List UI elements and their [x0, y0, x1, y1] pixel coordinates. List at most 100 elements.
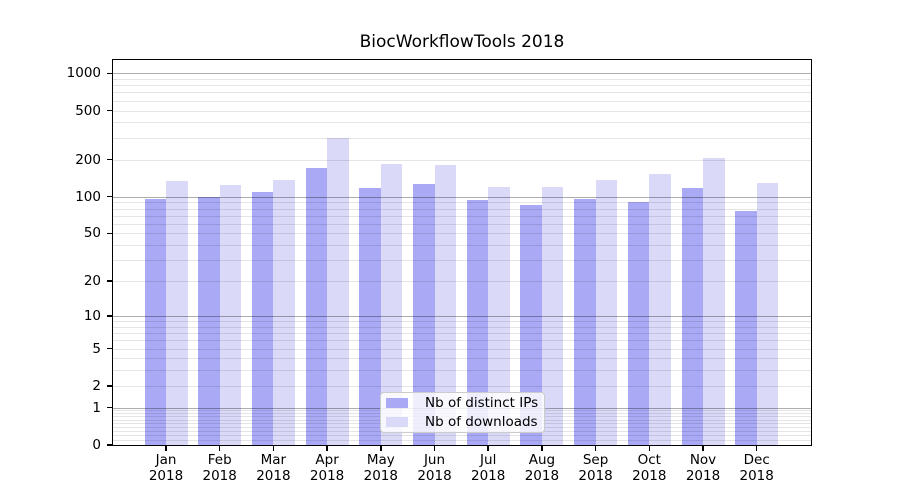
- bar-downloads-jan-2018: [166, 181, 188, 445]
- bar-ips-nov-2018: [681, 188, 703, 445]
- x-tick-label: Aug 2018: [502, 452, 582, 484]
- x-tick-month: Feb: [207, 452, 232, 468]
- x-tick-mark: [165, 446, 167, 451]
- bar-ips-jul-2018: [466, 199, 489, 445]
- x-tick-label: Jul 2018: [448, 452, 528, 484]
- bar-downloads-nov-2018: [703, 157, 725, 445]
- y-tick-mark: [107, 385, 113, 387]
- bar-downloads-aug-2018: [541, 186, 564, 445]
- x-tick-year: 2018: [685, 468, 721, 484]
- chart-title: BiocWorkflowTools 2018: [359, 32, 565, 52]
- y-tick-mark: [107, 406, 113, 409]
- gridline-minor: [113, 202, 811, 204]
- gridline-minor: [113, 260, 811, 262]
- y-tick-label: 50: [83, 225, 101, 242]
- gridline-major: [113, 196, 811, 198]
- legend: Nb of distinct IPs Nb of downloads: [380, 392, 545, 433]
- y-tick-label: 20: [83, 273, 101, 290]
- x-tick-mark: [702, 446, 704, 451]
- y-tick-mark: [107, 315, 113, 317]
- y-tick-label: 5: [92, 340, 101, 357]
- x-tick-month: Sep: [582, 452, 609, 468]
- gridline-minor: [113, 281, 811, 283]
- gridline-minor: [113, 333, 811, 335]
- bar-downloads-jun-2018: [434, 164, 456, 445]
- x-tick-mark: [272, 446, 275, 451]
- legend-item-downloads: Nb of downloads: [386, 415, 544, 429]
- x-tick-mark: [648, 446, 651, 451]
- gridline-minor: [113, 321, 811, 323]
- x-tick-mark: [433, 446, 436, 451]
- y-tick-label: 500: [75, 102, 101, 119]
- x-tick-label: Apr 2018: [287, 452, 367, 484]
- bar-downloads-mar-2018: [273, 179, 295, 445]
- legend-swatch-downloads: [386, 417, 408, 427]
- y-tick-mark: [107, 109, 113, 112]
- legend-item-ips: Nb of distinct IPs: [386, 396, 544, 410]
- x-tick-label: Oct 2018: [609, 452, 689, 484]
- bar-ips-aug-2018: [520, 205, 542, 445]
- gridline-major: [113, 315, 811, 317]
- bar-downloads-feb-2018: [219, 185, 242, 445]
- x-tick-label: Mar 2018: [233, 452, 313, 484]
- gridline-minor: [113, 340, 811, 342]
- x-tick-mark: [218, 446, 221, 451]
- bar-downloads-oct-2018: [649, 173, 671, 445]
- bar-ips-jun-2018: [413, 183, 435, 445]
- gridline-major: [113, 73, 811, 75]
- x-tick-mark: [326, 446, 328, 451]
- bar-ips-sep-2018: [574, 199, 596, 445]
- gridline-minor: [113, 78, 811, 80]
- y-tick-label: 100: [75, 188, 101, 205]
- x-tick-label: Jan 2018: [126, 452, 206, 484]
- bar-ips-apr-2018: [305, 168, 328, 445]
- y-tick-mark: [107, 232, 113, 235]
- x-tick-mark: [487, 446, 489, 451]
- y-tick-label: 1: [92, 399, 101, 416]
- gridline-minor: [113, 245, 811, 247]
- gridline-minor: [113, 208, 811, 210]
- gridline-minor: [113, 100, 811, 102]
- x-tick-month: May: [366, 452, 395, 468]
- x-tick-label: Sep 2018: [556, 452, 636, 484]
- x-tick-year: 2018: [202, 468, 237, 484]
- bar-ips-feb-2018: [198, 196, 220, 445]
- gridline-minor: [113, 439, 811, 441]
- gridline-minor: [113, 370, 811, 372]
- x-tick-year: 2018: [417, 468, 452, 484]
- x-tick-month: Oct: [637, 452, 661, 468]
- bar-ips-dec-2018: [735, 210, 757, 445]
- y-tick-label: 200: [75, 151, 101, 168]
- x-tick-month: Apr: [315, 452, 339, 468]
- x-tick-year: 2018: [148, 468, 184, 484]
- x-tick-year: 2018: [739, 468, 774, 484]
- x-tick-month: Jun: [423, 452, 446, 468]
- x-tick-month: Mar: [260, 452, 287, 468]
- gridline-minor: [113, 159, 811, 161]
- bar-ips-jan-2018: [144, 198, 166, 445]
- y-tick-label: 1000: [66, 65, 101, 82]
- x-tick-label: May 2018: [341, 452, 421, 484]
- gridline-minor: [113, 385, 811, 387]
- gridline-minor: [113, 348, 811, 350]
- y-tick-mark: [107, 158, 113, 161]
- y-tick-label: 2: [92, 377, 101, 394]
- x-tick-year: 2018: [471, 468, 506, 484]
- gridline-minor: [113, 122, 811, 124]
- bar-ips-may-2018: [359, 187, 381, 445]
- gridline-minor: [113, 223, 811, 225]
- gridline-minor: [113, 110, 811, 112]
- x-tick-year: 2018: [578, 468, 613, 484]
- gridline-minor: [113, 435, 811, 437]
- x-tick-year: 2018: [256, 468, 291, 484]
- y-tick-mark: [107, 280, 113, 282]
- x-tick-mark: [594, 446, 597, 451]
- y-tick-mark: [107, 347, 113, 350]
- legend-label-downloads: Nb of downloads: [425, 414, 538, 430]
- x-tick-label: Jun 2018: [395, 452, 475, 484]
- legend-label-ips: Nb of distinct IPs: [425, 395, 539, 411]
- x-tick-month: Dec: [743, 452, 770, 468]
- bar-ips-oct-2018: [627, 202, 650, 445]
- y-tick-mark: [107, 72, 113, 75]
- bar-downloads-apr-2018: [327, 137, 349, 445]
